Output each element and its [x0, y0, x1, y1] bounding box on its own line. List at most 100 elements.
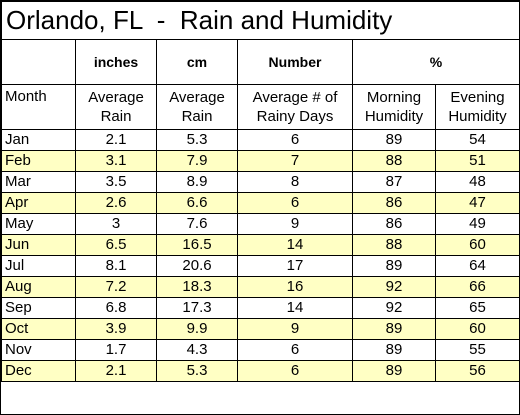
- avg-rain-cm-cell: 9.9: [156, 318, 238, 340]
- avg-rain-inches-cell: 2.1: [75, 129, 157, 151]
- avg-rain-cm-cell: 16.5: [156, 234, 238, 256]
- rainy-days-cell: 9: [237, 318, 353, 340]
- header-avg-rain-cm: Average Rain: [156, 84, 238, 130]
- evening-humidity-cell: 54: [435, 129, 520, 151]
- header-evening-humidity: Evening Humidity: [435, 84, 520, 130]
- morning-humidity-cell: 89: [352, 129, 436, 151]
- units-avg-rain-cm: cm: [156, 39, 238, 85]
- avg-rain-cm-cell: 6.6: [156, 192, 238, 214]
- rainy-days-cell: 9: [237, 213, 353, 235]
- morning-humidity-cell: 86: [352, 213, 436, 235]
- units-row: inches cm Number %: [1, 39, 520, 85]
- morning-humidity-cell: 89: [352, 318, 436, 340]
- avg-rain-inches-cell: 2.6: [75, 192, 157, 214]
- morning-humidity-cell: 89: [352, 339, 436, 361]
- avg-rain-inches-cell: 3.1: [75, 150, 157, 172]
- avg-rain-cm-cell: 7.9: [156, 150, 238, 172]
- avg-rain-inches-cell: 6.8: [75, 297, 157, 319]
- table-row: Jan 2.1 5.3 6 89 54: [1, 129, 520, 151]
- table-row: Oct 3.9 9.9 9 89 60: [1, 318, 520, 340]
- table-title: Orlando, FL - Rain and Humidity: [1, 1, 520, 40]
- rainy-days-cell: 6: [237, 129, 353, 151]
- avg-rain-cm-cell: 4.3: [156, 339, 238, 361]
- avg-rain-inches-cell: 3.9: [75, 318, 157, 340]
- evening-humidity-cell: 49: [435, 213, 520, 235]
- table-row: Feb 3.1 7.9 7 88 51: [1, 150, 520, 172]
- morning-humidity-cell: 88: [352, 150, 436, 172]
- units-month: [1, 39, 76, 85]
- avg-rain-cm-cell: 20.6: [156, 255, 238, 277]
- month-cell: Jun: [1, 234, 76, 256]
- avg-rain-inches-cell: 3.5: [75, 171, 157, 193]
- rainy-days-cell: 14: [237, 297, 353, 319]
- evening-humidity-cell: 64: [435, 255, 520, 277]
- table-row: Jul 8.1 20.6 17 89 64: [1, 255, 520, 277]
- month-cell: Jul: [1, 255, 76, 277]
- morning-humidity-cell: 89: [352, 255, 436, 277]
- avg-rain-cm-cell: 5.3: [156, 360, 238, 382]
- avg-rain-cm-cell: 8.9: [156, 171, 238, 193]
- header-morning-humidity: Morning Humidity: [352, 84, 436, 130]
- morning-humidity-cell: 92: [352, 276, 436, 298]
- table-row: Dec 2.1 5.3 6 89 56: [1, 360, 520, 382]
- avg-rain-inches-cell: 6.5: [75, 234, 157, 256]
- evening-humidity-cell: 55: [435, 339, 520, 361]
- units-humidity: %: [352, 39, 520, 85]
- table-row: Aug 7.2 18.3 16 92 66: [1, 276, 520, 298]
- header-month: Month: [1, 84, 76, 130]
- avg-rain-inches-cell: 7.2: [75, 276, 157, 298]
- table-row: Mar 3.5 8.9 8 87 48: [1, 171, 520, 193]
- evening-humidity-cell: 51: [435, 150, 520, 172]
- table-row: Apr 2.6 6.6 6 86 47: [1, 192, 520, 214]
- evening-humidity-cell: 60: [435, 234, 520, 256]
- month-cell: Apr: [1, 192, 76, 214]
- table-body: Jan 2.1 5.3 6 89 54 Feb 3.1 7.9 7 88 51 Mar 3.5 8.9 8 87…: [1, 129, 520, 382]
- month-cell: Dec: [1, 360, 76, 382]
- rainy-days-cell: 17: [237, 255, 353, 277]
- rainy-days-cell: 8: [237, 171, 353, 193]
- table-row: May 3 7.6 9 86 49: [1, 213, 520, 235]
- rainy-days-cell: 6: [237, 339, 353, 361]
- rainy-days-cell: 6: [237, 360, 353, 382]
- evening-humidity-cell: 65: [435, 297, 520, 319]
- rainy-days-cell: 14: [237, 234, 353, 256]
- avg-rain-inches-cell: 3: [75, 213, 157, 235]
- evening-humidity-cell: 56: [435, 360, 520, 382]
- table-row: Nov 1.7 4.3 6 89 55: [1, 339, 520, 361]
- header-rainy-days: Average # of Rainy Days: [237, 84, 353, 130]
- month-cell: May: [1, 213, 76, 235]
- units-avg-rain-inches: inches: [75, 39, 157, 85]
- evening-humidity-cell: 47: [435, 192, 520, 214]
- month-cell: Sep: [1, 297, 76, 319]
- rainy-days-cell: 6: [237, 192, 353, 214]
- avg-rain-cm-cell: 7.6: [156, 213, 238, 235]
- evening-humidity-cell: 66: [435, 276, 520, 298]
- morning-humidity-cell: 89: [352, 360, 436, 382]
- avg-rain-inches-cell: 1.7: [75, 339, 157, 361]
- table-row: Jun 6.5 16.5 14 88 60: [1, 234, 520, 256]
- rainy-days-cell: 16: [237, 276, 353, 298]
- header-avg-rain-inches: Average Rain: [75, 84, 157, 130]
- month-cell: Aug: [1, 276, 76, 298]
- table-row: Sep 6.8 17.3 14 92 65: [1, 297, 520, 319]
- rainy-days-cell: 7: [237, 150, 353, 172]
- evening-humidity-cell: 48: [435, 171, 520, 193]
- avg-rain-inches-cell: 2.1: [75, 360, 157, 382]
- morning-humidity-cell: 87: [352, 171, 436, 193]
- morning-humidity-cell: 86: [352, 192, 436, 214]
- avg-rain-cm-cell: 5.3: [156, 129, 238, 151]
- avg-rain-cm-cell: 17.3: [156, 297, 238, 319]
- units-rainy-days: Number: [237, 39, 353, 85]
- month-cell: Jan: [1, 129, 76, 151]
- avg-rain-cm-cell: 18.3: [156, 276, 238, 298]
- evening-humidity-cell: 60: [435, 318, 520, 340]
- avg-rain-inches-cell: 8.1: [75, 255, 157, 277]
- morning-humidity-cell: 88: [352, 234, 436, 256]
- rain-humidity-table: Orlando, FL - Rain and Humidity inches c…: [1, 1, 520, 382]
- morning-humidity-cell: 92: [352, 297, 436, 319]
- month-cell: Feb: [1, 150, 76, 172]
- column-header-row: Month Average Rain Average Rain Average …: [1, 84, 520, 130]
- month-cell: Mar: [1, 171, 76, 193]
- month-cell: Nov: [1, 339, 76, 361]
